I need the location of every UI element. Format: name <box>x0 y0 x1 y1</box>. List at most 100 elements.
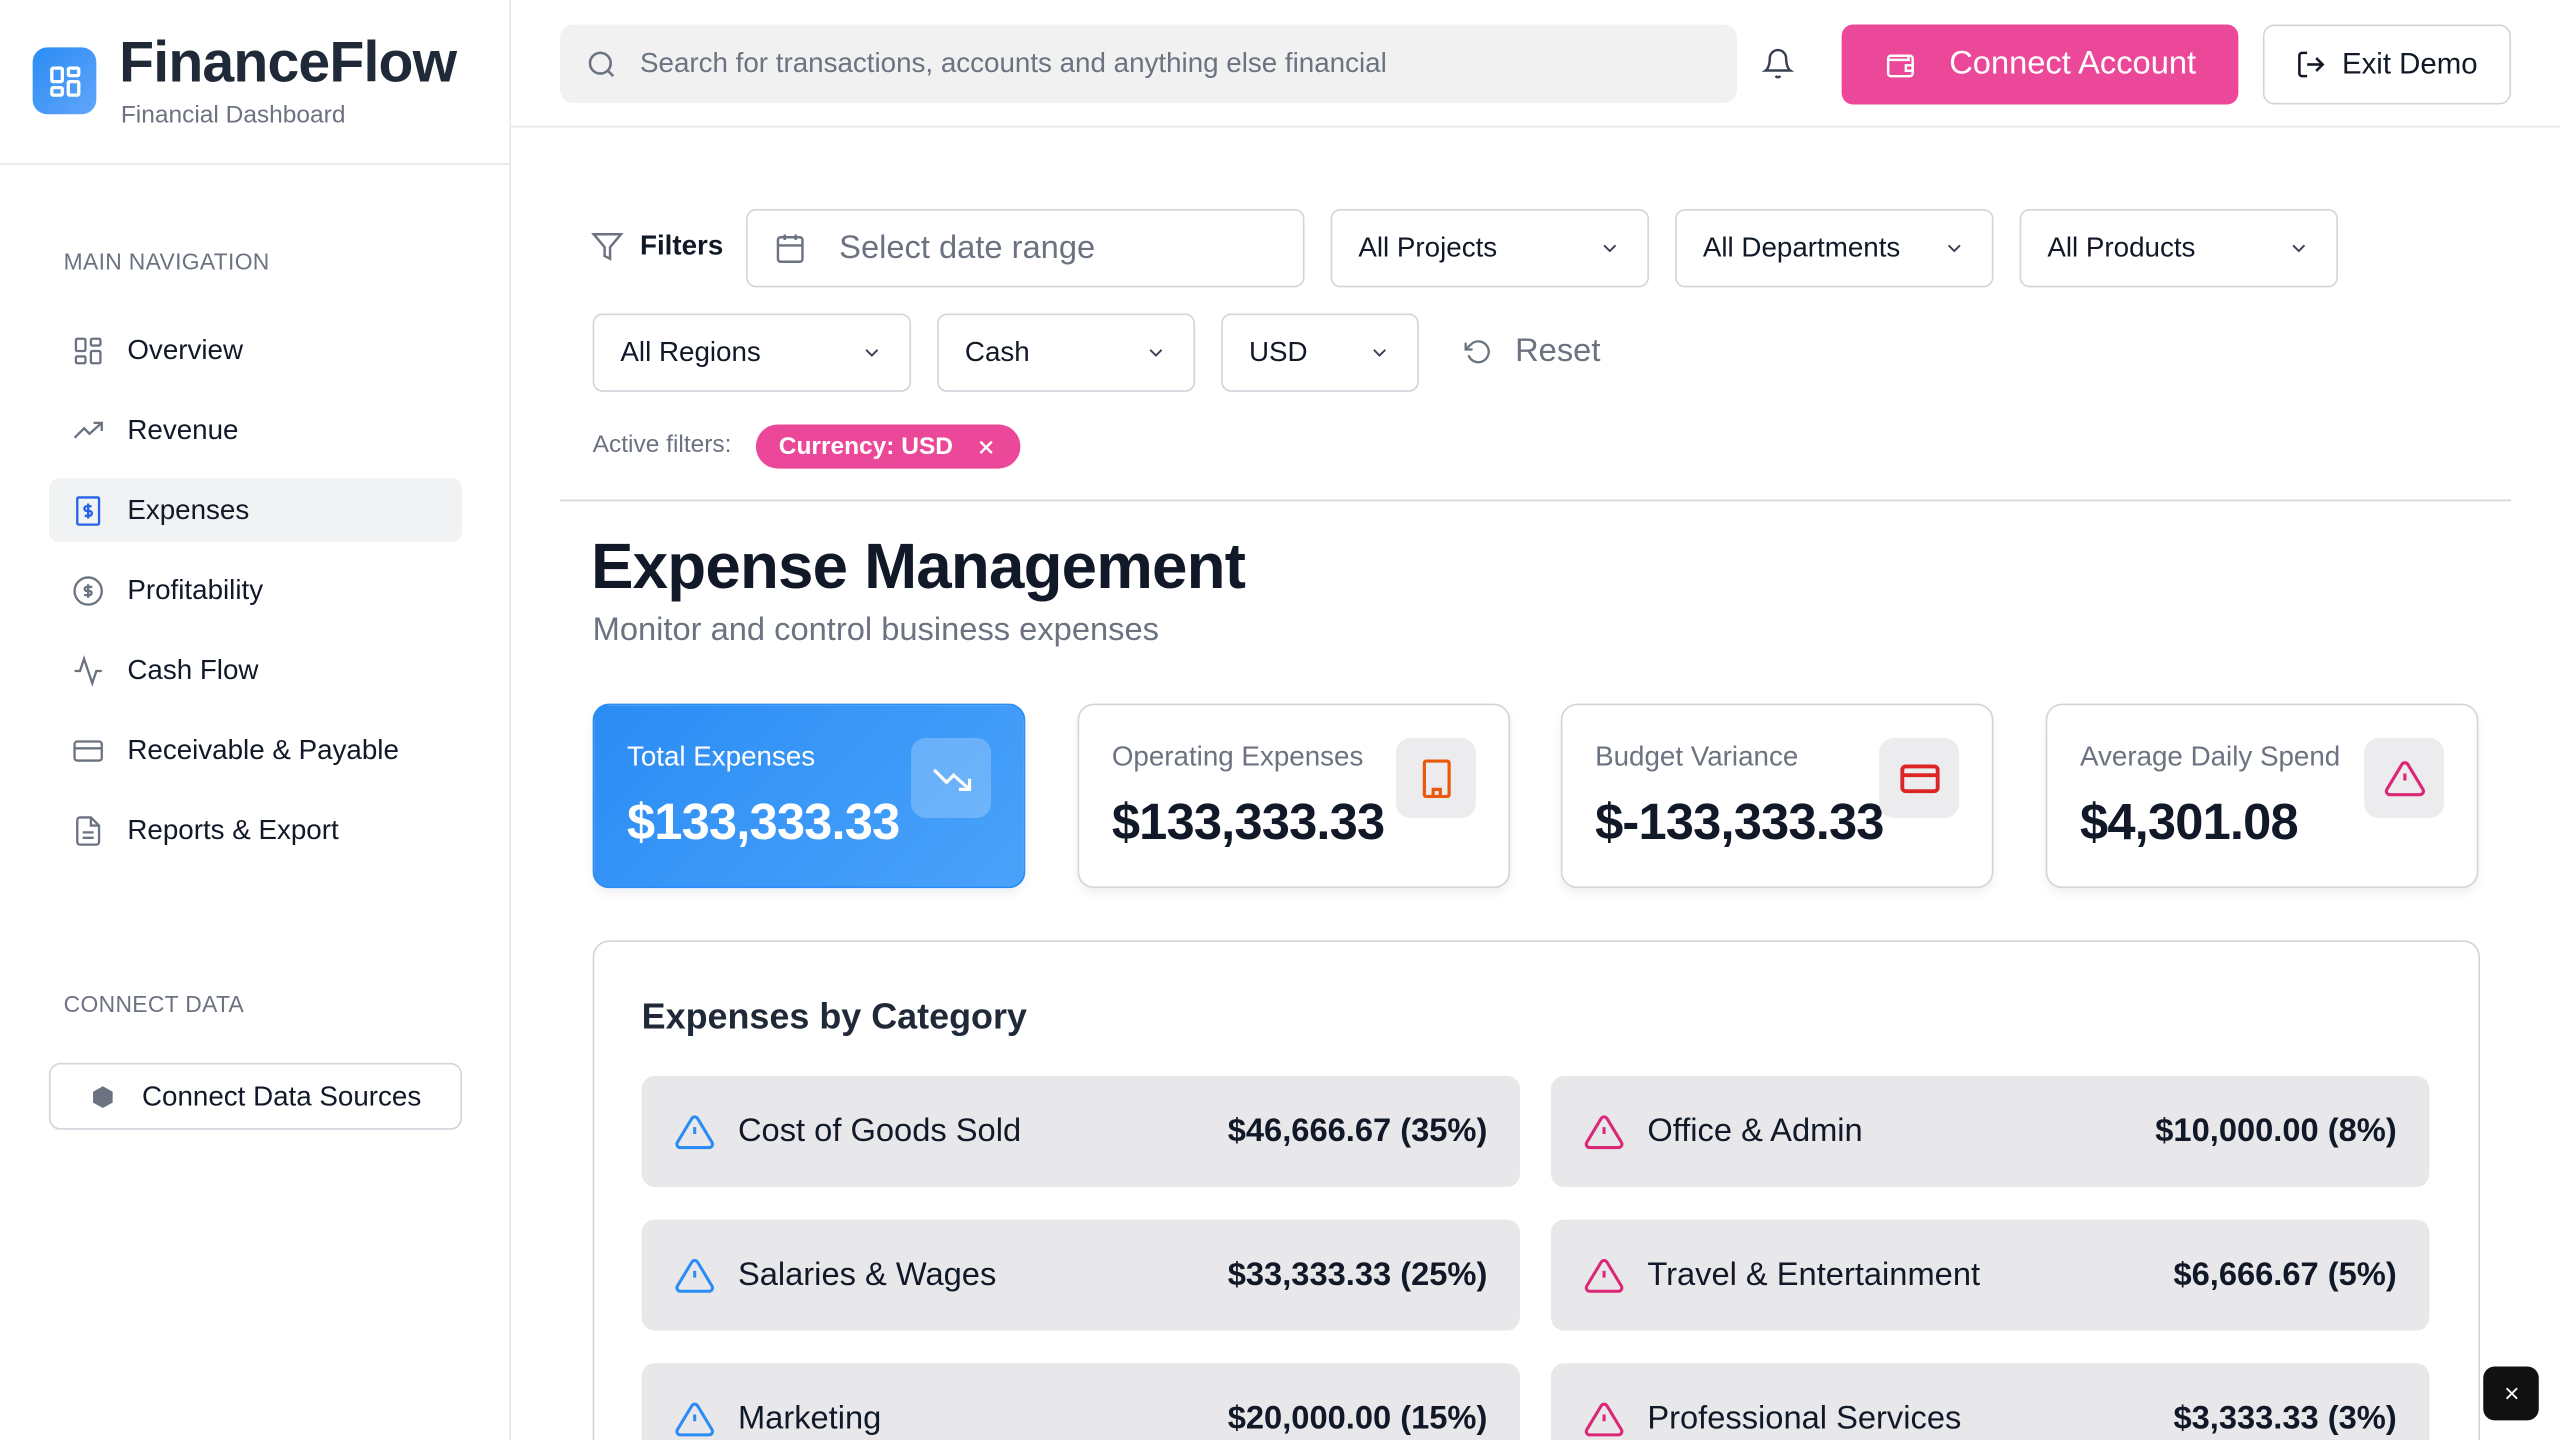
close-button[interactable] <box>2483 1366 2539 1421</box>
connect-data-sources-button[interactable]: Connect Data Sources <box>48 1062 463 1130</box>
active-filter-chip-label: Currency: USD <box>778 432 953 461</box>
category-item: Salaries & Wages $33,333.33 (25%) <box>641 1219 1520 1331</box>
search-icon <box>588 50 615 77</box>
divider <box>559 499 2512 502</box>
filters-label: Filters <box>591 230 723 263</box>
chevron-down-icon <box>1373 349 1386 357</box>
wallet-icon <box>1886 53 1914 77</box>
app-title: FinanceFlow <box>119 31 457 95</box>
app-subtitle: Financial Dashboard <box>120 101 346 129</box>
card-value: $4,301.08 <box>2079 793 2299 851</box>
exit-demo-button[interactable]: Exit Demo <box>2262 24 2512 105</box>
regions-value: All Regions <box>620 336 761 368</box>
budget-variance-card: Budget Variance $-133,333.33 <box>1560 703 1994 889</box>
category-amount: $46,666.67 (35%) <box>1227 1112 1488 1149</box>
alert-triangle-icon <box>675 1258 714 1292</box>
log-out-icon <box>2298 51 2326 78</box>
date-range-picker[interactable]: Select date range <box>746 208 1305 288</box>
bell-icon[interactable] <box>1761 47 1795 80</box>
receipt-dollar-icon <box>76 495 101 525</box>
sidebar-item-label: Receivable & Payable <box>127 733 399 765</box>
main-navigation-heading: MAIN NAVIGATION <box>63 248 270 275</box>
chevron-down-icon <box>865 349 879 357</box>
account-type-value: Cash <box>964 336 1030 368</box>
reset-button[interactable]: Reset <box>1464 333 1600 371</box>
category-name: Professional Services <box>1647 1399 1962 1436</box>
regions-select[interactable]: All Regions <box>592 313 912 392</box>
category-item: Office & Admin $10,000.00 (8%) <box>1551 1075 2430 1187</box>
close-icon[interactable] <box>976 437 996 457</box>
sidebar-item-overview[interactable]: Overview <box>49 318 462 382</box>
expenses-by-category-panel: Expenses by Category <box>592 940 2480 1440</box>
grid-icon <box>74 336 102 364</box>
category-item: Professional Services $3,333.33 (3%) <box>1551 1363 2430 1440</box>
chevron-down-icon <box>1149 349 1163 357</box>
file-text-icon <box>76 815 101 845</box>
card-label: Budget Variance <box>1595 741 1799 773</box>
projects-value: All Projects <box>1358 231 1498 263</box>
filters-text: Filters <box>639 230 724 262</box>
category-name: Travel & Entertainment <box>1647 1256 1981 1293</box>
projects-select[interactable]: All Projects <box>1330 208 1649 288</box>
sidebar-item-receivable-payable[interactable]: Receivable & Payable <box>49 718 462 782</box>
search-placeholder: Search for transactions, accounts and an… <box>639 47 1387 79</box>
operating-expenses-card: Operating Expenses $133,333.33 <box>1077 703 1511 889</box>
card-value: $133,333.33 <box>626 793 900 851</box>
chevron-down-icon <box>1603 244 1617 253</box>
total-expenses-card: Total Expenses $133,333.33 <box>592 703 1026 889</box>
sidebar-item-profitability[interactable]: Profitability <box>49 558 462 622</box>
category-name: Marketing <box>737 1399 882 1436</box>
page-title: Expense Management <box>591 532 1246 603</box>
chevron-down-icon <box>1947 244 1961 253</box>
category-name: Office & Admin <box>1647 1112 1863 1149</box>
sidebar-item-label: Overview <box>127 333 244 365</box>
connect-data-sources-label: Connect Data Sources <box>141 1079 422 1112</box>
search-input[interactable]: Search for transactions, accounts and an… <box>559 24 1738 103</box>
sidebar-item-reports-export[interactable]: Reports & Export <box>49 798 462 862</box>
activity-icon <box>74 654 102 687</box>
sidebar-item-expenses[interactable]: Expenses <box>48 478 463 543</box>
active-filter-chip: Currency: USD <box>755 424 1021 469</box>
dollar-circle-icon <box>73 575 103 605</box>
account-type-select[interactable]: Cash <box>937 313 1196 392</box>
category-amount: $20,000.00 (15%) <box>1227 1399 1488 1436</box>
sidebar-item-label: Reports & Export <box>127 813 339 845</box>
logo-icon <box>32 47 97 115</box>
departments-value: All Departments <box>1702 231 1901 263</box>
category-name: Salaries & Wages <box>737 1256 997 1293</box>
chevron-down-icon <box>2292 244 2306 253</box>
close-icon <box>2505 1387 2517 1400</box>
filter-icon <box>591 233 624 261</box>
card-label: Average Daily Spend <box>2079 741 2341 773</box>
category-amount: $33,333.33 (25%) <box>1227 1256 1488 1293</box>
calendar-icon <box>776 234 804 263</box>
sidebar-item-label: Revenue <box>127 413 239 445</box>
reset-label: Reset <box>1515 333 1601 369</box>
products-value: All Products <box>2047 231 2196 263</box>
alert-triangle-icon <box>675 1114 714 1149</box>
panel-title: Expenses by Category <box>641 995 1027 1037</box>
exit-demo-label: Exit Demo <box>2342 47 2478 80</box>
sidebar-item-label: Profitability <box>127 573 264 605</box>
date-range-placeholder: Select date range <box>839 229 1096 266</box>
card-label: Total Expenses <box>626 741 816 773</box>
cube-icon <box>93 1085 113 1108</box>
currency-select[interactable]: USD <box>1221 313 1419 392</box>
category-amount: $10,000.00 (8%) <box>2155 1112 2397 1149</box>
category-amount: $6,666.67 (5%) <box>2173 1256 2397 1293</box>
trending-up-icon <box>73 420 103 438</box>
page-subtitle: Monitor and control business expenses <box>592 612 1159 649</box>
alert-triangle-icon <box>2364 737 2445 818</box>
card-label: Operating Expenses <box>1111 741 1364 773</box>
credit-card-icon <box>73 739 103 761</box>
alert-triangle-icon <box>675 1401 714 1436</box>
alert-triangle-icon <box>1584 1401 1624 1436</box>
products-select[interactable]: All Products <box>2019 208 2338 288</box>
category-name: Cost of Goods Sold <box>737 1112 1022 1149</box>
alert-triangle-icon <box>1584 1258 1624 1292</box>
connect-account-button[interactable]: Connect Account <box>1841 24 2239 105</box>
rotate-ccw-icon <box>1464 340 1490 364</box>
sidebar-item-revenue[interactable]: Revenue <box>49 398 462 462</box>
departments-select[interactable]: All Departments <box>1675 208 1994 288</box>
sidebar-item-cash-flow[interactable]: Cash Flow <box>49 638 462 702</box>
